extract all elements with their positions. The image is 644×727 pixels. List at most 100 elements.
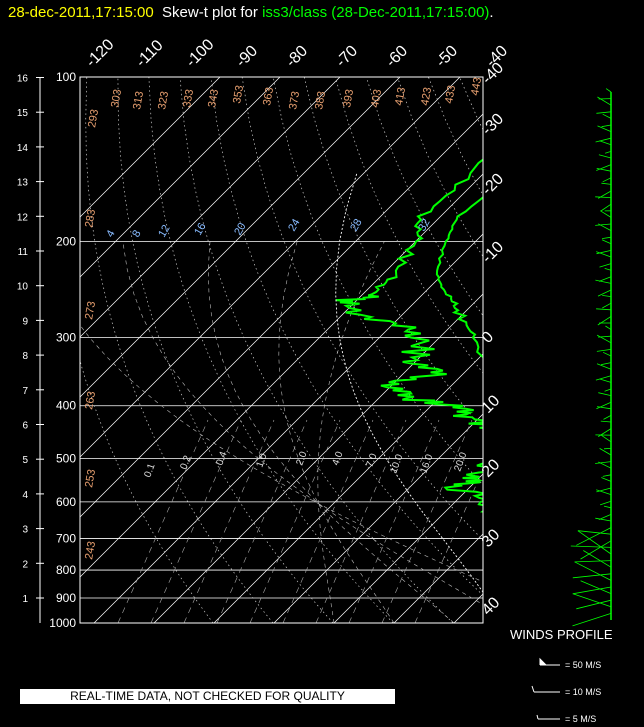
chart-title: 28-dec-2011,17:15:00 Skew-t plot for iss… [8,4,494,21]
height-label-6: 6 [22,421,28,432]
wind-barb-6 [597,125,612,132]
wind-barb-50 [600,420,612,423]
moist-adiabat-3 [122,241,483,605]
pressure-label-100: 100 [56,70,76,84]
wind-barb-66 [576,527,612,546]
theta-label-263: 263 [83,390,98,410]
temperature-profile-line [435,196,483,359]
pressure-label-600: 600 [56,495,76,509]
wind-key-50-symbol [539,657,560,666]
wind-barb-75 [572,586,612,595]
wind-barb-25 [596,251,612,258]
height-label-10: 10 [17,282,29,293]
theta-label-433: 433 [443,84,458,104]
wind-barb-45 [604,388,612,392]
isotherm--120 [80,77,221,218]
mixing-ratio-label-20: 20 [232,221,249,238]
wind-barb-59 [601,477,612,482]
mixing-ratio-label-16: 16 [192,221,209,238]
wind-barb-4 [602,113,612,119]
winds-profile-label: WINDS PROFILE [510,627,613,642]
wind-barb-41 [601,362,612,366]
wind-barb-42 [596,363,612,370]
temp-tick--70: -70 [333,42,361,70]
wind-barb-73 [572,573,612,579]
pressure-label-500: 500 [56,452,76,466]
wind-barb-23 [601,239,612,245]
dry-adiabat-293 [210,77,483,596]
wind-barb-0 [605,88,612,93]
theta-label-253: 253 [83,468,98,488]
height-label-3: 3 [22,525,28,536]
wind-barb-38 [596,334,612,344]
wind-barb-55 [599,448,612,456]
theta-label-413: 413 [393,86,408,106]
wind-barb-22 [602,236,612,239]
wind-barb-56 [595,461,612,464]
wind-barb-48 [596,406,612,410]
isotherm--70 [80,113,483,518]
theta-label-333: 333 [181,88,196,108]
parcel-path [335,172,483,593]
isotherm-20 [514,77,644,623]
pressure-label-400: 400 [56,399,76,413]
wind-barb-53 [601,434,612,443]
moist-adiabat-2 [207,241,455,623]
title-middle: Skew-t plot for [162,4,258,21]
pressure-label-200: 200 [56,234,76,248]
dry-adiabat-263 [117,77,334,623]
plot-area [80,77,644,623]
wind-barb-64 [598,514,612,520]
title-dot: . [489,4,494,21]
height-label-14: 14 [17,143,29,154]
theta-label-343: 343 [206,88,221,108]
pressure-label-900: 900 [56,591,76,605]
mixing-ratio-line-2 [183,419,275,623]
wind-barb-31 [602,295,612,297]
temp-tick--90: -90 [233,42,261,70]
isotherm--10 [333,473,483,623]
wind-barb-76 [580,580,612,594]
wind-barb-30 [597,289,612,297]
dry-adiabat-253 [85,77,274,623]
wind-barb-58 [602,474,612,477]
wind-key-10: = 10 M/S [565,687,602,697]
height-label-5: 5 [22,455,28,466]
isotherm--90 [80,77,401,398]
wind-barb-61 [596,489,612,495]
height-label-15: 15 [17,108,29,119]
temp-tick--80: -80 [283,42,311,70]
theta-label-423: 423 [419,86,434,106]
wind-barb-62 [599,500,612,506]
wind-barb-26 [599,263,612,268]
mixing-ratio-label-28: 28 [348,217,365,234]
height-label-4: 4 [22,490,28,501]
mixing-ratio-low-9: 20.0 [452,451,469,473]
dry-adiabat-403 [553,77,644,623]
wind-barb-79 [572,613,612,627]
wind-key-50: = 50 M/S [565,660,602,670]
moist-adiabat-4 [80,324,483,583]
dry-adiabat-313 [272,77,483,486]
pressure-label-800: 800 [56,563,76,577]
mixing-ratio-low-2: 0.4 [214,450,229,467]
temp-tick-right-0: 0 [479,328,497,346]
dry-adiabat-273 [148,77,394,623]
moist-adiabat-0 [317,241,385,623]
height-label-16: 16 [17,74,29,85]
wind-barb-57 [598,461,612,469]
wind-barb-69 [570,545,612,548]
theta-label-283: 283 [83,208,98,228]
isotherm--80 [80,77,461,458]
height-label-13: 13 [17,178,29,189]
mixing-ratio-line-8 [381,419,473,623]
wind-barb-40 [602,351,612,357]
height-label-2: 2 [22,559,28,570]
wind-barb-65 [595,517,612,522]
theta-label-353: 353 [231,84,246,104]
isotherm--40 [153,293,483,623]
mixing-ratio-low-0: 0.1 [142,462,157,479]
dewpoint-profile-line [335,158,483,513]
wind-barb-16 [595,196,612,198]
mixing-ratio-label-8: 8 [130,228,143,239]
